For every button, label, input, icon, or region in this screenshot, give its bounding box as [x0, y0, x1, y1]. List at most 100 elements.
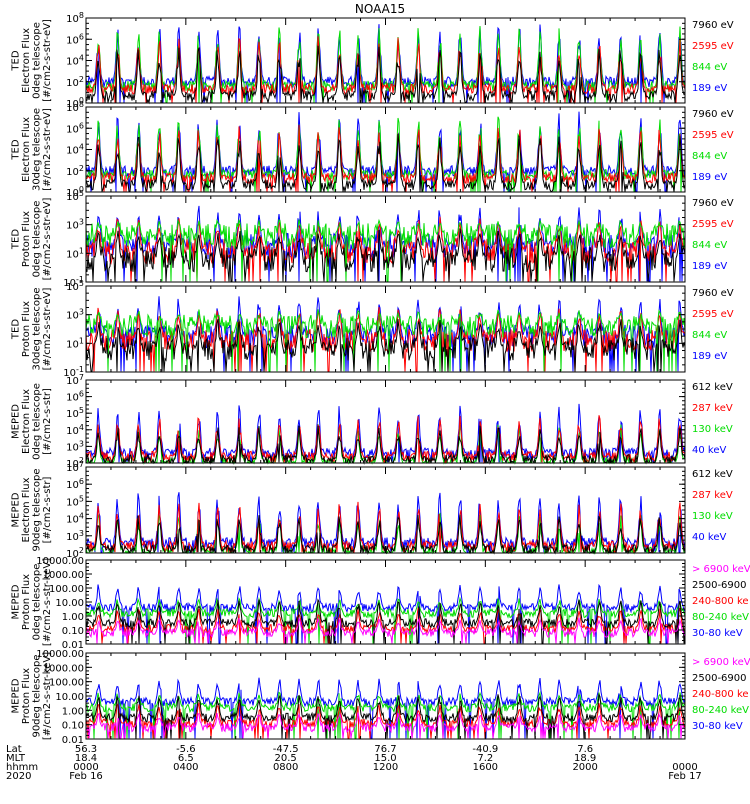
y-axis-label-line: TED [10, 50, 21, 71]
y-axis-label-line: 30deg telescope [31, 287, 42, 370]
y-axis-label-line: 0deg telescope [31, 22, 42, 99]
legend-entry: 7960 eV [692, 20, 734, 31]
y-tick-label: 106 [66, 390, 84, 404]
y-axis-label-line: Electron Flux [21, 389, 32, 454]
y-tick-label: 103 [66, 439, 84, 453]
series-line-black [85, 692, 686, 739]
legend-entry: 844 eV [692, 330, 727, 341]
series-line-blue [85, 403, 686, 463]
y-axis-label-line: Proton Flux [21, 211, 32, 267]
x-tick-label: Feb 16 [69, 771, 103, 782]
series-line-green [85, 218, 686, 282]
x-tick-label: -47.5 [273, 744, 299, 755]
x-tick-label: Feb 17 [668, 771, 702, 782]
x-tick-label: -5.6 [176, 744, 196, 755]
series-line-green [85, 691, 686, 739]
y-tick-label: 1.00 [62, 706, 84, 717]
y-tick-label: 103 [66, 529, 84, 543]
y-tick-label: 104 [66, 423, 84, 437]
y-tick-label: 104 [66, 143, 84, 157]
x-tick-label: 15.0 [374, 753, 396, 764]
y-tick-label: 1000.00 [43, 663, 84, 674]
y-axis-label-line: Electron Flux [21, 117, 32, 182]
y-axis-label: MEPEDElectron Flux0deg telescope[#/cm2-s… [10, 383, 53, 460]
y-axis-label: TEDProton Flux0deg telescope[#/cm2-s-str… [10, 198, 53, 281]
legend-entry: 844 eV [692, 240, 727, 251]
legend-entry: 844 eV [692, 62, 727, 73]
y-tick-label: 103 [66, 218, 84, 232]
y-tick-label: 0.10 [62, 721, 84, 732]
y-tick-label: 103 [66, 308, 84, 322]
y-tick-label: 107 [66, 460, 84, 474]
y-axis-label: MEPEDProton Flux0deg telescope[#/cm2-s-s… [10, 558, 53, 646]
legend-entry: 30-80 keV [692, 721, 743, 732]
legend-entry: > 6900 keV [692, 657, 750, 668]
legend-entry: 2595 eV [692, 41, 734, 52]
series-line-green [85, 25, 686, 103]
legend-entry: 189 eV [692, 351, 727, 362]
legend-entry: 240-800 ke [692, 596, 749, 607]
y-tick-label: 101 [66, 246, 84, 260]
legend-entry: 287 keV [692, 403, 733, 414]
legend-entry: 40 keV [692, 532, 726, 543]
y-tick-label: 105 [66, 406, 84, 420]
y-tick-label: 0.10 [62, 626, 84, 637]
y-axis-label-line: 30deg telescope [31, 108, 42, 191]
x-tick-label: 7.6 [577, 744, 593, 755]
panel-meped-p-0: 0.010.101.0010.00100.001000.0010000.00ME… [10, 556, 750, 651]
legend-entry: 7960 eV [692, 109, 734, 120]
x-tick-label: 18.4 [75, 753, 97, 764]
y-axis-label-line: Proton Flux [21, 668, 32, 724]
y-tick-label: 10.00 [55, 598, 84, 609]
y-tick-label: 105 [66, 279, 84, 293]
y-axis-label-line: Electron Flux [21, 28, 32, 93]
series-line-black [85, 228, 686, 282]
y-axis-label-line: TED [10, 319, 21, 340]
series-line-red [85, 124, 686, 192]
x-tick-label: 0800 [273, 762, 298, 773]
y-axis-label-line: MEPED [10, 584, 21, 619]
x-tick-label: 7.2 [477, 753, 493, 764]
series-line-magenta [85, 712, 685, 739]
y-tick-label: 10000.00 [36, 649, 84, 660]
y-axis-label-line: MEPED [10, 404, 21, 439]
y-axis-label-line: [#/cm2-s-str-keV] [42, 558, 53, 646]
legend-entry: 240-800 ke [692, 689, 749, 700]
y-axis-label: TEDProton Flux30deg telescope[#/cm2-s-st… [10, 287, 53, 370]
y-axis-label-line: MEPED [10, 492, 21, 527]
x-tick-label: 76.7 [374, 744, 396, 755]
x-tick-label: 0000 [73, 762, 98, 773]
legend-entry: 2595 eV [692, 309, 734, 320]
legend-entry: 40 keV [692, 445, 726, 456]
y-tick-label: 106 [66, 121, 84, 135]
y-tick-label: 106 [66, 477, 84, 491]
y-tick-label: 1.00 [62, 612, 84, 623]
x-row-label: 2020 [6, 771, 31, 782]
y-tick-label: 105 [66, 189, 84, 203]
legend-entry: 2500-6900 [692, 673, 747, 684]
legend-entry: 7960 eV [692, 288, 734, 299]
series-line-blue [85, 492, 686, 553]
y-tick-label: 108 [66, 100, 84, 114]
panel-meped-p-90: 0.010.101.0010.00100.001000.0010000.00ME… [10, 649, 750, 746]
y-axis-label-line: [#/cm2-s-str-eV] [42, 19, 53, 102]
x-tick-label: 56.3 [75, 744, 97, 755]
legend-entry: > 6900 keV [692, 564, 750, 575]
y-tick-label: 1000.00 [43, 570, 84, 581]
legend-entry: 2500-6900 [692, 580, 747, 591]
y-axis-label: MEPEDProton Flux90deg telescope[#/cm2-s-… [10, 652, 53, 740]
legend-entry: 7960 eV [692, 198, 734, 209]
y-axis-label-line: [#/cm2-s-str-eV] [42, 198, 53, 281]
legend-entry: 612 keV [692, 382, 733, 393]
y-axis-label-line: [#/cm2-s-str-keV] [42, 652, 53, 740]
y-axis-label-line: 0deg telescope [31, 201, 42, 278]
x-tick-label: 1200 [373, 762, 398, 773]
y-tick-label: 106 [66, 32, 84, 46]
y-axis-label: TEDElectron Flux0deg telescope[#/cm2-s-s… [10, 19, 53, 102]
legend-entry: 844 eV [692, 151, 727, 162]
y-axis-label-line: 90deg telescope [31, 468, 42, 551]
legend-entry: 189 eV [692, 172, 727, 183]
